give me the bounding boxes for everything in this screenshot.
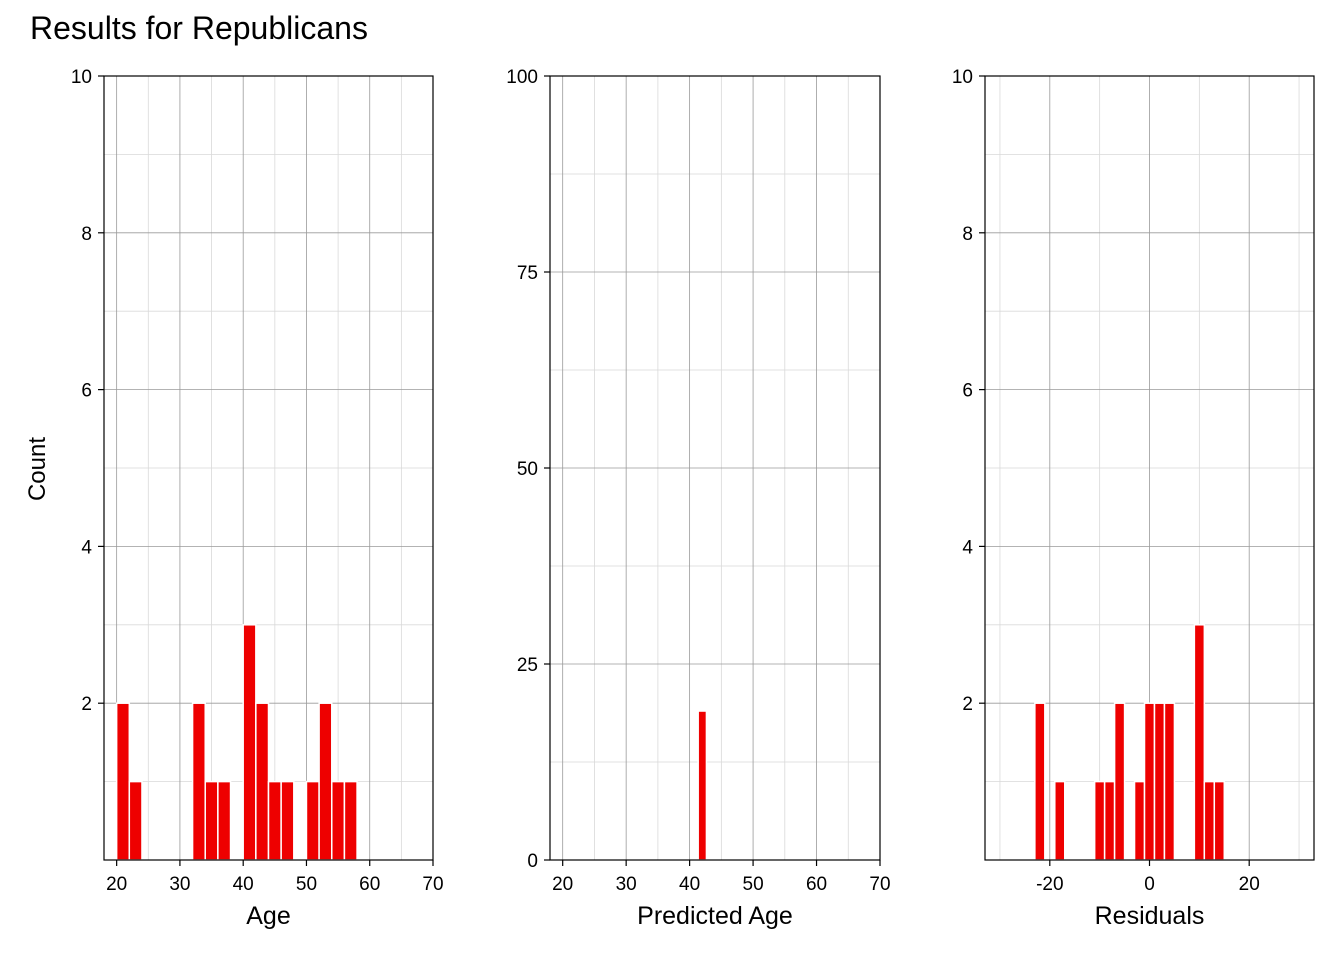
- y-tick-label: 25: [517, 655, 538, 676]
- histogram-bar: [697, 710, 708, 861]
- x-tick-label: 50: [743, 874, 764, 895]
- histogram-bar: [1133, 780, 1146, 861]
- y-tick-label: 6: [962, 381, 973, 402]
- x-tick-label: 0: [1144, 874, 1155, 895]
- x-tick-label: 40: [233, 874, 254, 895]
- histogram-bar: [267, 780, 282, 861]
- histogram-bar: [217, 780, 232, 861]
- histogram-bar: [115, 702, 131, 861]
- histogram-bar: [1153, 702, 1166, 861]
- y-tick-label: 75: [517, 263, 538, 284]
- histogram-bar: [331, 780, 346, 861]
- x-tick-label: 50: [296, 874, 317, 895]
- histogram-bar: [343, 780, 358, 861]
- histogram-bar: [280, 780, 295, 861]
- y-tick-label: 6: [81, 381, 92, 402]
- x-tick-label: 30: [169, 874, 190, 895]
- histogram-bar: [242, 624, 257, 861]
- y-tick-label: 100: [506, 67, 538, 88]
- plot-frame: [103, 75, 434, 861]
- histogram-bar: [318, 702, 333, 861]
- y-tick-label: 8: [962, 224, 973, 245]
- page-title: Results for Republicans: [30, 10, 368, 46]
- x-axis-title: Age: [246, 902, 290, 930]
- histogram-bar: [1054, 780, 1066, 861]
- histogram-bar: [1093, 780, 1106, 861]
- x-tick-label: 70: [869, 874, 890, 895]
- histogram-bar: [1193, 624, 1206, 861]
- x-tick-label: 60: [806, 874, 827, 895]
- y-tick-label: 2: [962, 694, 973, 715]
- x-tick-label: 70: [422, 874, 443, 895]
- x-tick-label: 30: [616, 874, 637, 895]
- histogram-bar: [128, 780, 143, 861]
- x-axis-title: Residuals: [1095, 902, 1205, 930]
- x-tick-label: 20: [1239, 874, 1260, 895]
- histogram-panel-1: 20 30 40 50 60 70 2 4 6 8 10 Age: [71, 67, 444, 930]
- y-tick-label: 10: [952, 67, 973, 88]
- y-tick-label: 4: [81, 537, 92, 558]
- x-tick-label: -20: [1036, 874, 1063, 895]
- y-tick-label: 10: [71, 67, 92, 88]
- x-tick-label: 20: [552, 874, 573, 895]
- histogram-bar: [1213, 780, 1226, 861]
- y-tick-label: 4: [962, 537, 973, 558]
- histogram-bar: [1034, 702, 1046, 861]
- histogram-bar: [1163, 702, 1176, 861]
- y-tick-label: 0: [527, 851, 538, 872]
- histogram-bar: [204, 780, 219, 861]
- histogram-bar: [1143, 702, 1156, 861]
- histogram-bar: [1113, 702, 1126, 861]
- histogram-bar: [1203, 780, 1216, 861]
- x-axis-title: Predicted Age: [637, 902, 793, 930]
- histogram-bar: [191, 702, 206, 861]
- x-tick-label: 60: [359, 874, 380, 895]
- x-tick-label: 20: [106, 874, 127, 895]
- histogram-bar: [305, 780, 320, 861]
- histogram-bar: [1103, 780, 1116, 861]
- x-tick-label: 40: [679, 874, 700, 895]
- histogram-panel-2: 20 30 40 50 60 70 0 25 50 75 100 Predicted Age: [506, 67, 890, 930]
- y-tick-label: 50: [517, 459, 538, 480]
- histogram-panel-3: -20 0 20 2 4 6 8 10 Residuals: [952, 67, 1315, 930]
- y-tick-label: 2: [81, 694, 92, 715]
- y-tick-label: 8: [81, 224, 92, 245]
- histogram-bar: [255, 702, 270, 861]
